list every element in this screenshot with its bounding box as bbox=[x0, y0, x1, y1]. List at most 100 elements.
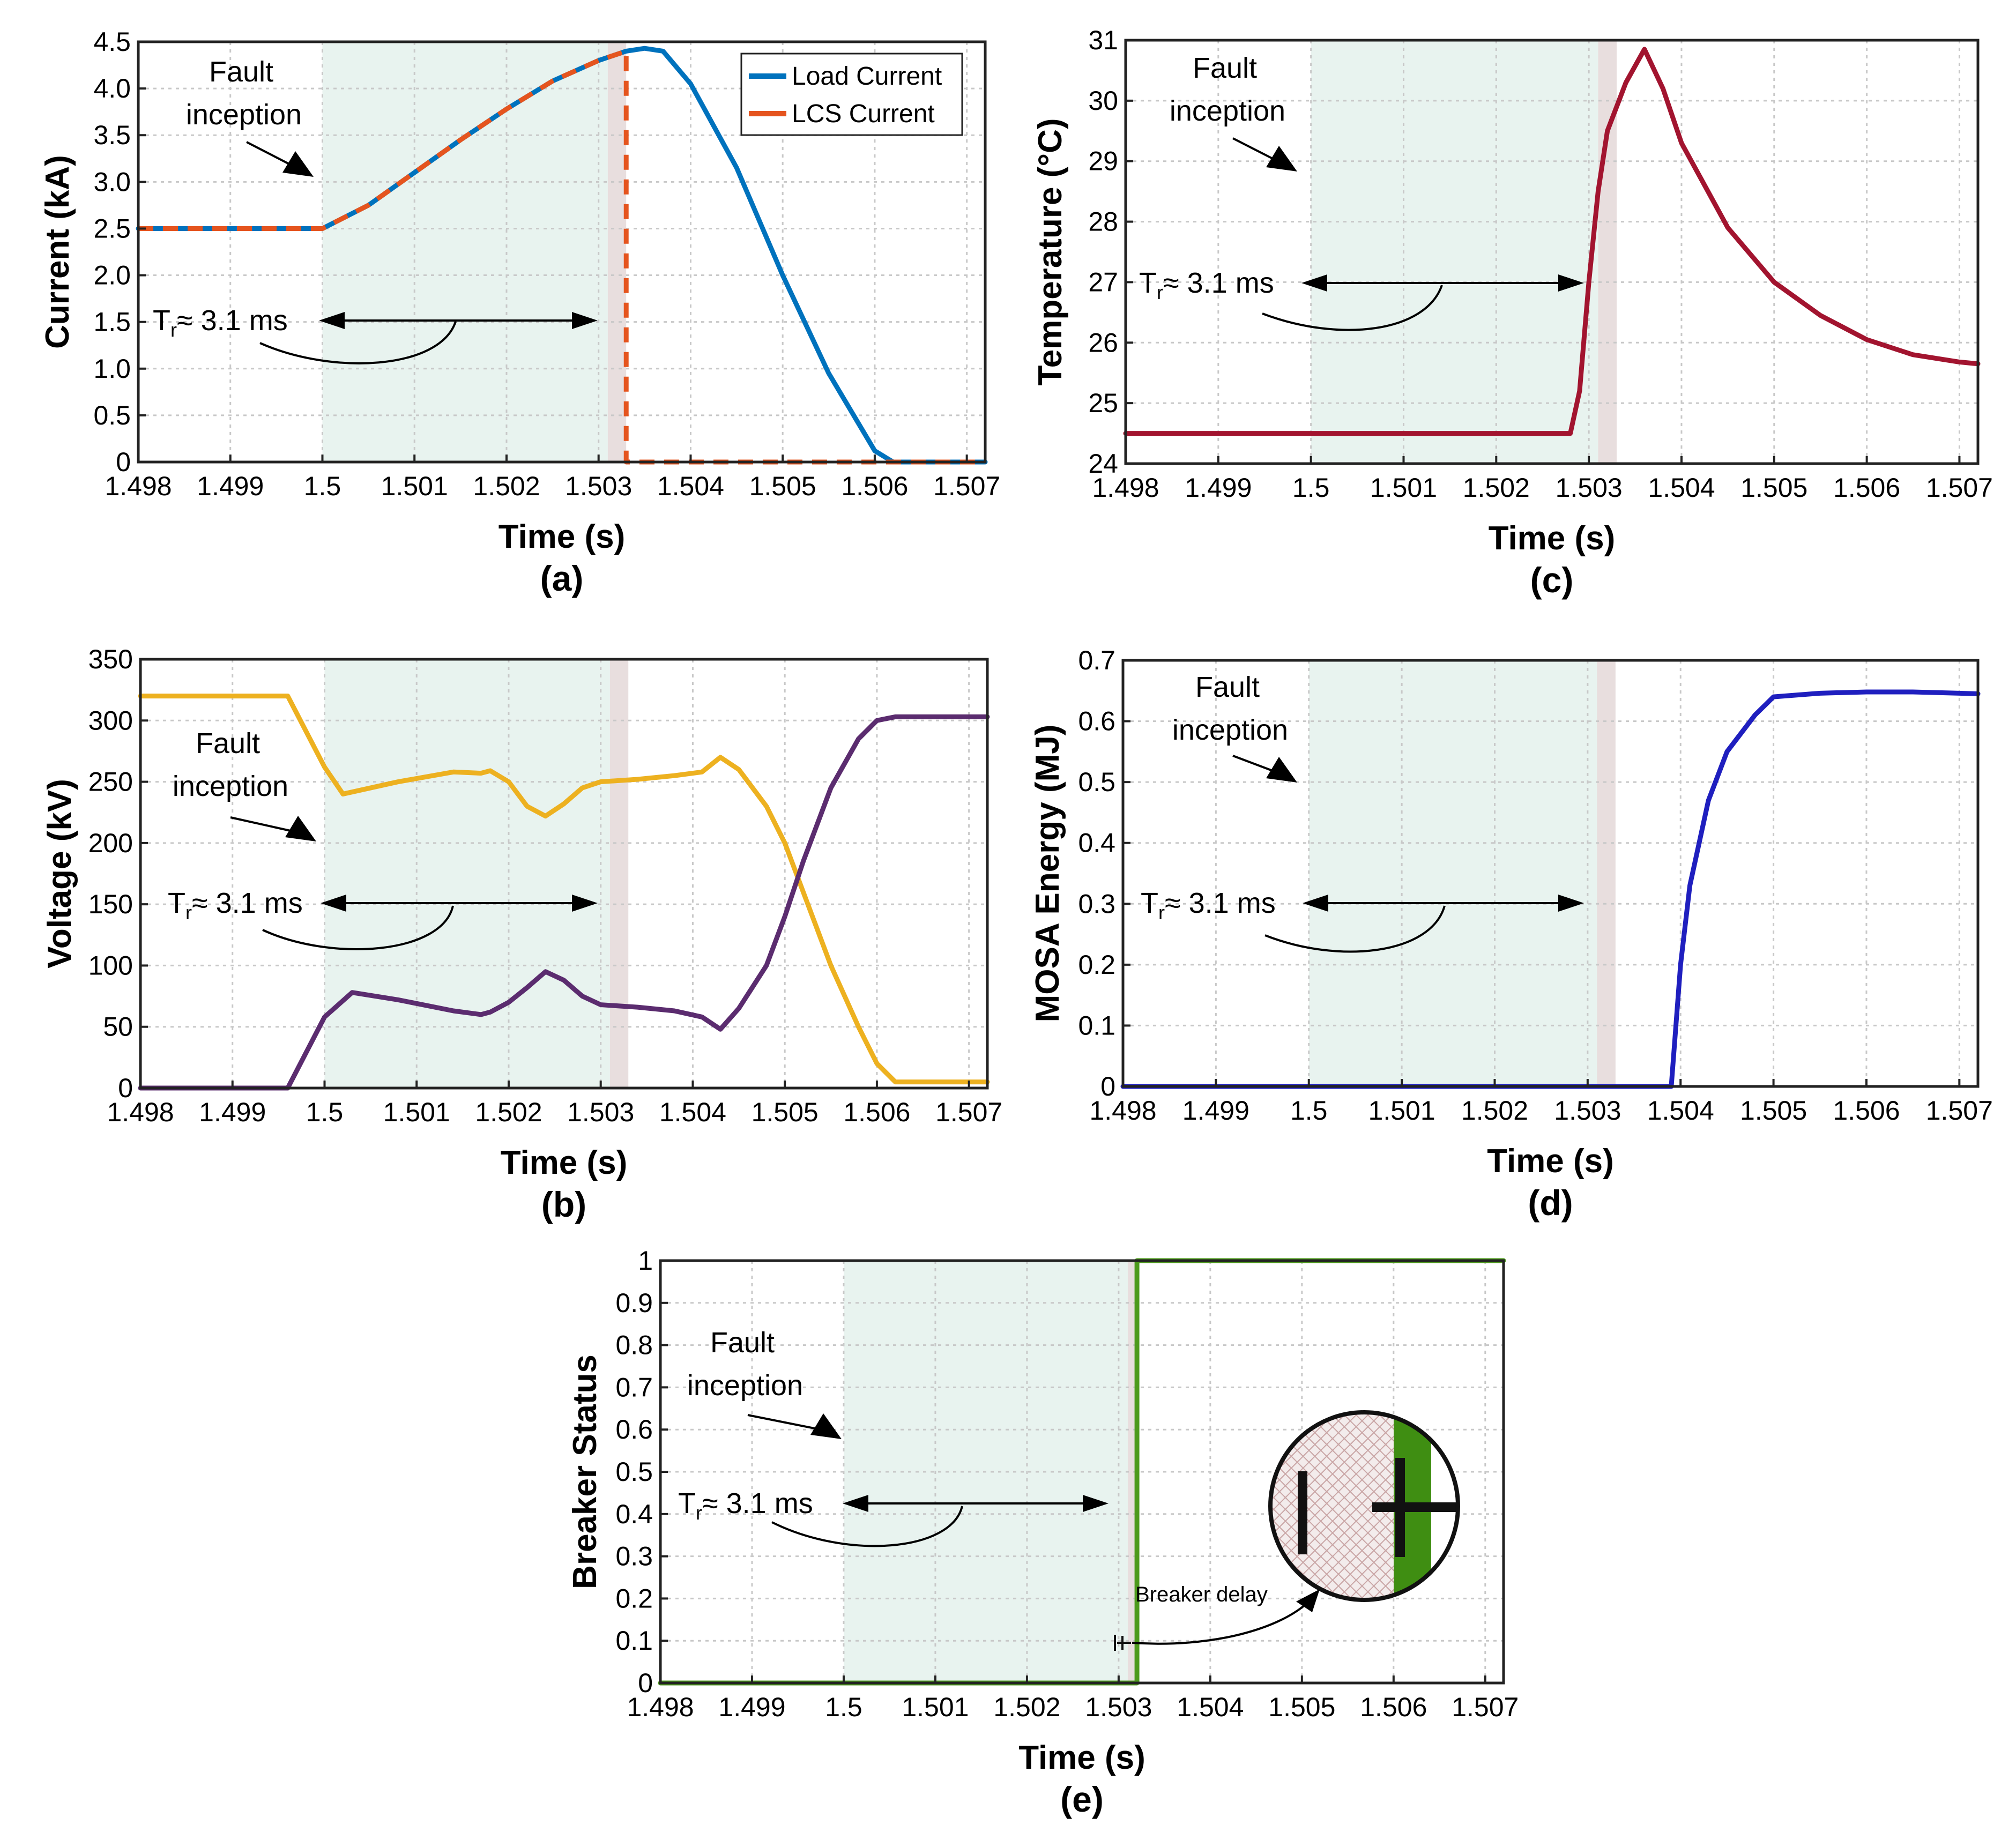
chart-panel-e: 1.498 1.499 1.5 1.501 1.502 1.503 1.504 1.505 1.… bbox=[567, 1246, 1519, 1819]
x-tick-label: 1.506 bbox=[843, 1097, 910, 1127]
legend-label-1: Load Current bbox=[792, 62, 942, 91]
y-tick-label: 0.5 bbox=[615, 1457, 653, 1487]
legend-box bbox=[740, 53, 963, 136]
x-tick-label: 1.504 bbox=[1648, 473, 1715, 503]
y-tick-label: 0.7 bbox=[1078, 645, 1115, 675]
y-tick-label: 2.5 bbox=[93, 213, 131, 243]
tr-pointer-curve bbox=[1264, 905, 1446, 953]
breaker-delay-zoom-inset bbox=[1268, 1410, 1460, 1602]
tr-value: ≈ 3.1 ms bbox=[1165, 887, 1276, 919]
y-tick-label: 31 bbox=[1088, 25, 1118, 55]
x-tick-label: 1.505 bbox=[749, 471, 816, 501]
tr-arrow-head-left bbox=[1303, 895, 1328, 912]
y-tick-label: 50 bbox=[103, 1012, 133, 1042]
chart-panel-c: 1.498 1.499 1.5 1.501 1.502 1.503 1.504 1.505 1.… bbox=[1032, 25, 1993, 600]
fault-label-line2: inception bbox=[173, 770, 288, 802]
x-tick-label: 1.505 bbox=[1740, 1096, 1807, 1126]
y-tick-label: 0 bbox=[116, 447, 131, 477]
x-tick-label: 1.501 bbox=[1368, 1096, 1435, 1126]
fault-arrow-shaft bbox=[230, 816, 301, 834]
y-tick-label: 26 bbox=[1088, 327, 1118, 358]
tr-pointer-curve bbox=[1262, 285, 1443, 331]
tr-arrow-head-left bbox=[321, 895, 346, 912]
tr-arrow-head-right bbox=[1558, 895, 1584, 912]
y-axis-label: Current (kA) bbox=[39, 155, 76, 349]
tr-pointer-curve bbox=[262, 905, 454, 950]
tr-label: Tr≈ 3.1 ms bbox=[1139, 267, 1274, 303]
x-tick-label: 1.503 bbox=[567, 1097, 634, 1127]
tr-label: Tr≈ 3.1 ms bbox=[153, 304, 288, 341]
x-tick-label: 1.498 bbox=[105, 471, 172, 501]
y-tick-label: 2.0 bbox=[93, 260, 131, 291]
x-tick-label: 1.507 bbox=[1452, 1692, 1519, 1722]
tr-subscript: r bbox=[696, 1502, 702, 1524]
y-tick-label: 0.2 bbox=[615, 1583, 653, 1613]
x-axis-label: Time (s) bbox=[1489, 520, 1616, 557]
fault-shade-region bbox=[1311, 40, 1598, 464]
tr-arrow-head-right bbox=[572, 895, 598, 912]
x-tick-label: 1.503 bbox=[565, 471, 632, 501]
y-axis-label: MOSA Energy (MJ) bbox=[1029, 725, 1066, 1023]
x-tick-label: 1.507 bbox=[933, 471, 1000, 501]
chart-panel-d: 1.498 1.499 1.5 1.501 1.502 1.503 1.504 1.505 1.… bbox=[1029, 645, 1993, 1223]
x-tick-label: 1.498 bbox=[1092, 473, 1159, 503]
panel-caption: (c) bbox=[1530, 560, 1574, 600]
y-tick-label: 0.2 bbox=[1078, 950, 1115, 980]
y-tick-label: 4.5 bbox=[93, 27, 131, 57]
fault-label-line2: inception bbox=[1170, 95, 1285, 127]
fault-label-line1: Fault bbox=[209, 56, 273, 88]
y-tick-label: 0.4 bbox=[615, 1499, 653, 1529]
y-tick-label: 0.3 bbox=[615, 1541, 653, 1572]
y-axis-label: Temperature (°C) bbox=[1032, 118, 1069, 385]
delay-shade-region bbox=[1598, 40, 1617, 464]
x-tick-label: 1.507 bbox=[935, 1097, 1002, 1127]
x-tick-label: 1.5 bbox=[304, 471, 341, 501]
y-tick-label: 24 bbox=[1088, 449, 1118, 479]
x-tick-label: 1.498 bbox=[627, 1692, 694, 1722]
x-tick-label: 1.503 bbox=[1556, 473, 1623, 503]
zoom-circle-border bbox=[1268, 1410, 1460, 1602]
fault-arrow-head bbox=[1266, 146, 1297, 172]
y-tick-label: 1 bbox=[638, 1246, 653, 1276]
tr-subscript: r bbox=[1157, 281, 1163, 303]
x-tick-label: 1.506 bbox=[1833, 1096, 1900, 1126]
x-tick-label: 1.504 bbox=[1177, 1692, 1244, 1722]
x-tick-label: 1.506 bbox=[1833, 473, 1900, 503]
x-tick-label: 1.5 bbox=[825, 1692, 862, 1722]
y-axis-label: Breaker Status bbox=[567, 1354, 604, 1589]
fault-arrow-head bbox=[285, 816, 316, 841]
series-line-voltage-1 bbox=[138, 694, 990, 1085]
x-tick-label: 1.501 bbox=[902, 1692, 969, 1722]
y-tick-label: 200 bbox=[88, 828, 133, 858]
x-tick-label: 1.502 bbox=[473, 471, 540, 501]
plot-frame bbox=[137, 40, 987, 464]
x-tick-label: 1.5 bbox=[1292, 473, 1330, 503]
x-axis-label: Time (s) bbox=[501, 1144, 628, 1181]
y-tick-label: 0.7 bbox=[615, 1372, 653, 1402]
tr-arrow-head-left bbox=[1301, 274, 1327, 292]
x-tick-label: 1.503 bbox=[1085, 1692, 1152, 1722]
y-tick-label: 27 bbox=[1088, 267, 1118, 297]
breaker-delay-arrow-head bbox=[1296, 1589, 1320, 1612]
fault-arrow-head bbox=[282, 151, 314, 177]
y-tick-label: 25 bbox=[1088, 388, 1118, 418]
x-tick-label: 1.504 bbox=[659, 1097, 726, 1127]
tr-label: Tr≈ 3.1 ms bbox=[168, 887, 303, 924]
breaker-delay-curve bbox=[1132, 1599, 1312, 1645]
x-tick-label: 1.507 bbox=[1926, 1096, 1993, 1126]
chart-panel-b: 1.498 1.499 1.5 1.501 1.502 1.503 1.504 1.505 1.… bbox=[41, 644, 1002, 1224]
tr-subscript: r bbox=[185, 902, 192, 924]
tr-value: ≈ 3.1 ms bbox=[702, 1487, 813, 1520]
series-line-voltage-2 bbox=[138, 714, 990, 1091]
y-tick-label: 0 bbox=[118, 1073, 133, 1103]
tr-pointer-curve bbox=[771, 1506, 963, 1547]
y-tick-label: 100 bbox=[88, 950, 133, 980]
tr-value: ≈ 3.1 ms bbox=[192, 887, 303, 919]
tr-arrow-head-right bbox=[1558, 274, 1584, 292]
y-axis-label: Voltage (kV) bbox=[41, 779, 78, 969]
tr-arrow-head-left bbox=[319, 312, 345, 329]
series-line-mosa-energy bbox=[1120, 689, 1981, 1089]
x-tick-label: 1.498 bbox=[107, 1097, 174, 1127]
x-tick-label: 1.499 bbox=[199, 1097, 266, 1127]
y-tick-label: 28 bbox=[1088, 207, 1118, 237]
